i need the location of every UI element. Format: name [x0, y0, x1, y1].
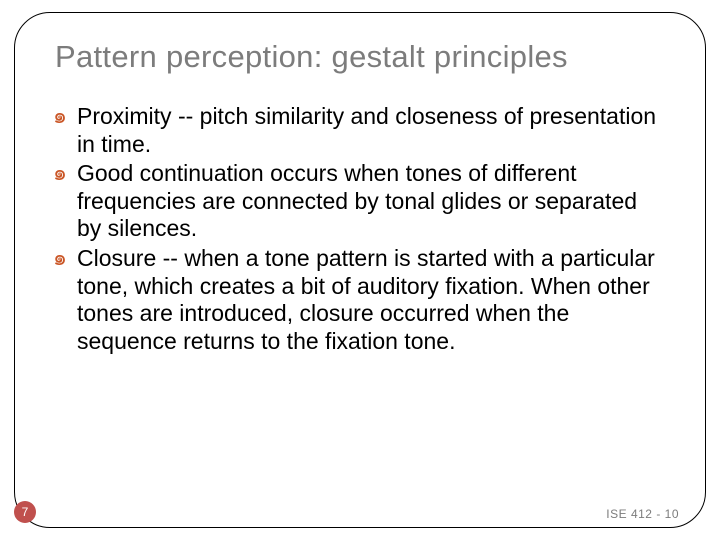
bullet-item: ๑ Closure -- when a tone pattern is star…: [55, 245, 665, 355]
bullet-item: ๑ Good continuation occurs when tones of…: [55, 160, 665, 243]
slide-frame: Pattern perception: gestalt principles ๑…: [14, 12, 706, 528]
slide-body: ๑ Proximity -- pitch similarity and clos…: [55, 103, 665, 355]
bullet-item: ๑ Proximity -- pitch similarity and clos…: [55, 103, 665, 158]
slide-number-badge: 7: [14, 501, 36, 523]
bullet-marker-icon: ๑: [53, 160, 67, 186]
bullet-text: Good continuation occurs when tones of d…: [77, 160, 637, 241]
bullet-marker-icon: ๑: [53, 245, 67, 271]
bullet-text: Proximity -- pitch similarity and closen…: [77, 103, 656, 157]
bullet-marker-icon: ๑: [53, 103, 67, 129]
footer-text: ISE 412 - 10: [606, 507, 679, 521]
bullet-text: Closure -- when a tone pattern is starte…: [77, 245, 655, 354]
slide-number: 7: [22, 505, 29, 519]
slide-title: Pattern perception: gestalt principles: [55, 39, 665, 75]
